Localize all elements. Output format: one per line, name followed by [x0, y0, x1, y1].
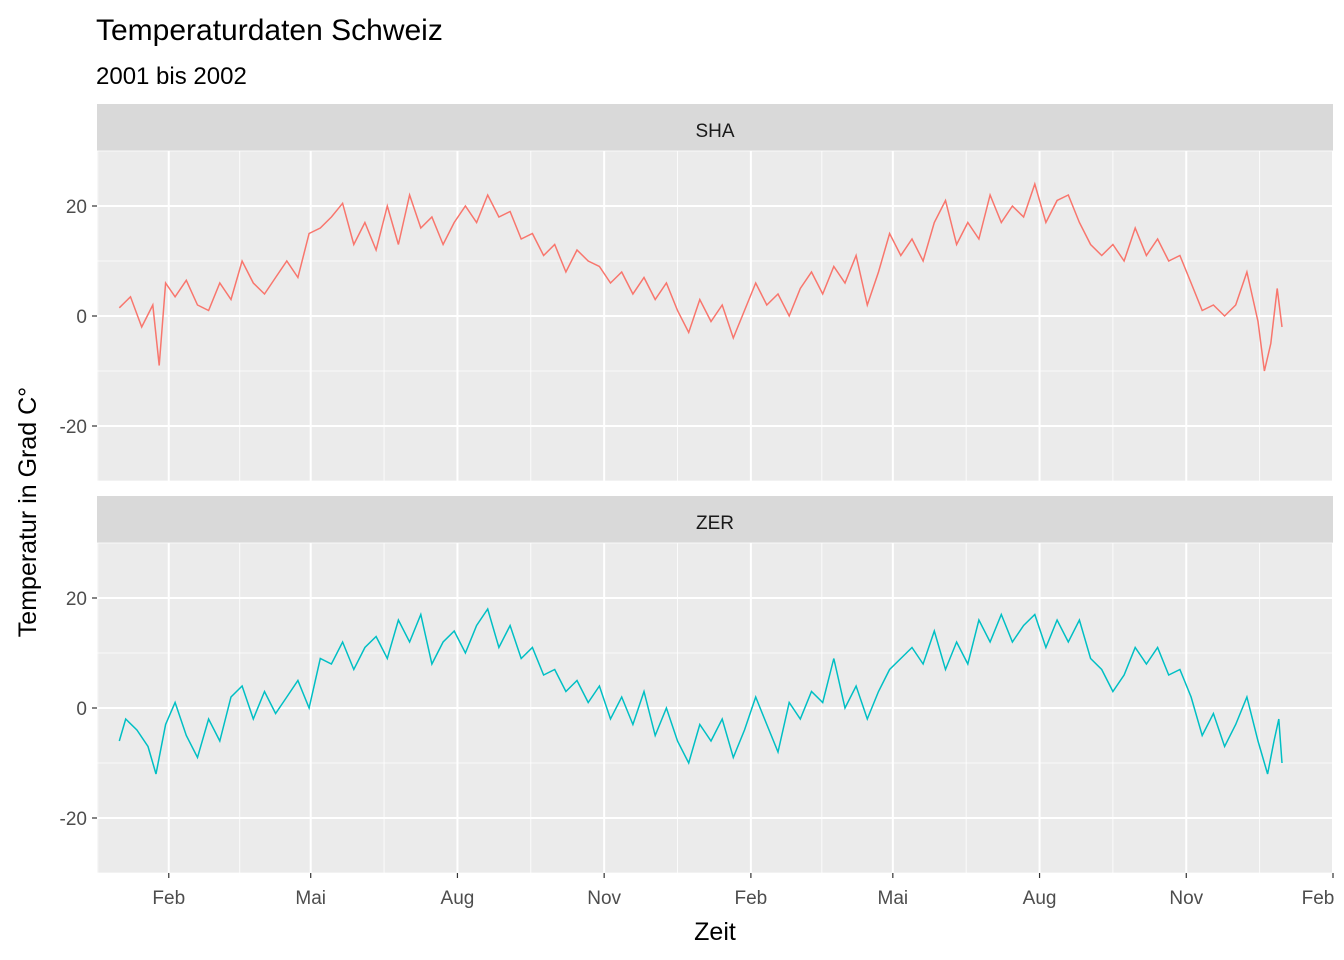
x-tick-label: Nov: [587, 888, 621, 909]
series-line-sha: [118, 181, 1283, 372]
y-axis-ticks-zer: -20 0 20: [60, 589, 97, 830]
x-tick-label: Feb: [735, 888, 768, 909]
x-tick-label: Feb: [152, 888, 185, 909]
y-axis-title: Temperatur in Grad C°: [14, 387, 42, 637]
series-line-zer: [118, 607, 1283, 775]
facet-strip-label-sha: SHA: [695, 121, 734, 142]
x-tick-label: Aug: [441, 888, 475, 909]
facet-strip-zer: [97, 496, 1333, 543]
chart-subtitle: 2001 bis 2002: [96, 63, 247, 90]
facet-panel-sha: SHA -20 0 20: [60, 104, 1334, 482]
x-tick-label: Mai: [295, 888, 326, 909]
facet-strip-sha: [97, 104, 1333, 151]
y-tick-label: -20: [60, 809, 87, 830]
x-tick-label: Mai: [878, 888, 909, 909]
y-tick-label: 0: [76, 307, 87, 328]
facet-panel-zer: ZER -20 0 20: [60, 496, 1334, 874]
y-tick-label: 20: [66, 589, 87, 610]
facet-strip-label-zer: ZER: [696, 513, 734, 534]
y-tick-label: 0: [76, 699, 87, 720]
gridlines-zer: [97, 542, 1334, 874]
gridlines-sha: [97, 150, 1334, 482]
y-axis-ticks-sha: -20 0 20: [60, 197, 97, 438]
x-tick-label: Feb: [1302, 888, 1335, 909]
y-tick-label: -20: [60, 417, 87, 438]
x-axis: Feb Mai Aug Nov Feb Mai Aug Nov Feb: [152, 873, 1334, 909]
x-axis-title: Zeit: [694, 918, 736, 946]
x-tick-label: Nov: [1169, 888, 1203, 909]
y-tick-label: 20: [66, 197, 87, 218]
x-tick-label: Aug: [1023, 888, 1057, 909]
chart-title: Temperaturdaten Schweiz: [96, 14, 443, 47]
